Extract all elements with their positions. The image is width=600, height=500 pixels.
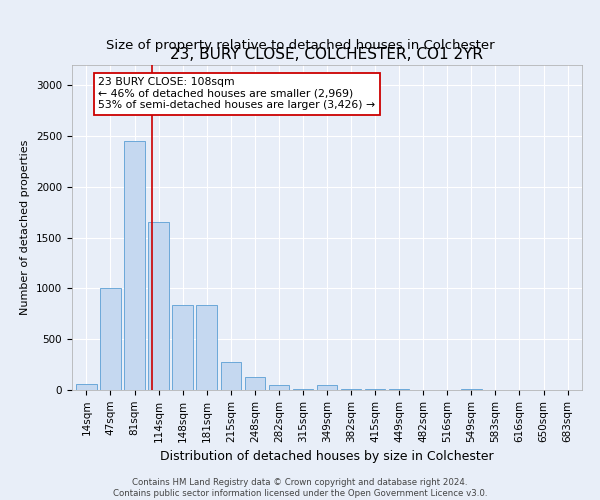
Bar	[245, 377, 265, 390]
Bar	[196, 304, 217, 390]
Bar	[124, 141, 145, 390]
Bar	[317, 386, 337, 390]
Text: Contains HM Land Registry data © Crown copyright and database right 2024.
Contai: Contains HM Land Registry data © Crown c…	[113, 478, 487, 498]
Text: Size of property relative to detached houses in Colchester: Size of property relative to detached ho…	[106, 40, 494, 52]
Bar	[148, 222, 169, 390]
Bar	[269, 386, 289, 390]
X-axis label: Distribution of detached houses by size in Colchester: Distribution of detached houses by size …	[160, 450, 494, 463]
Bar	[100, 288, 121, 390]
Bar	[76, 384, 97, 390]
Bar	[172, 304, 193, 390]
Text: 23 BURY CLOSE: 108sqm
← 46% of detached houses are smaller (2,969)
53% of semi-d: 23 BURY CLOSE: 108sqm ← 46% of detached …	[98, 77, 376, 110]
Title: 23, BURY CLOSE, COLCHESTER, CO1 2YR: 23, BURY CLOSE, COLCHESTER, CO1 2YR	[170, 48, 484, 62]
Bar	[293, 389, 313, 390]
Bar	[221, 362, 241, 390]
Y-axis label: Number of detached properties: Number of detached properties	[20, 140, 31, 315]
